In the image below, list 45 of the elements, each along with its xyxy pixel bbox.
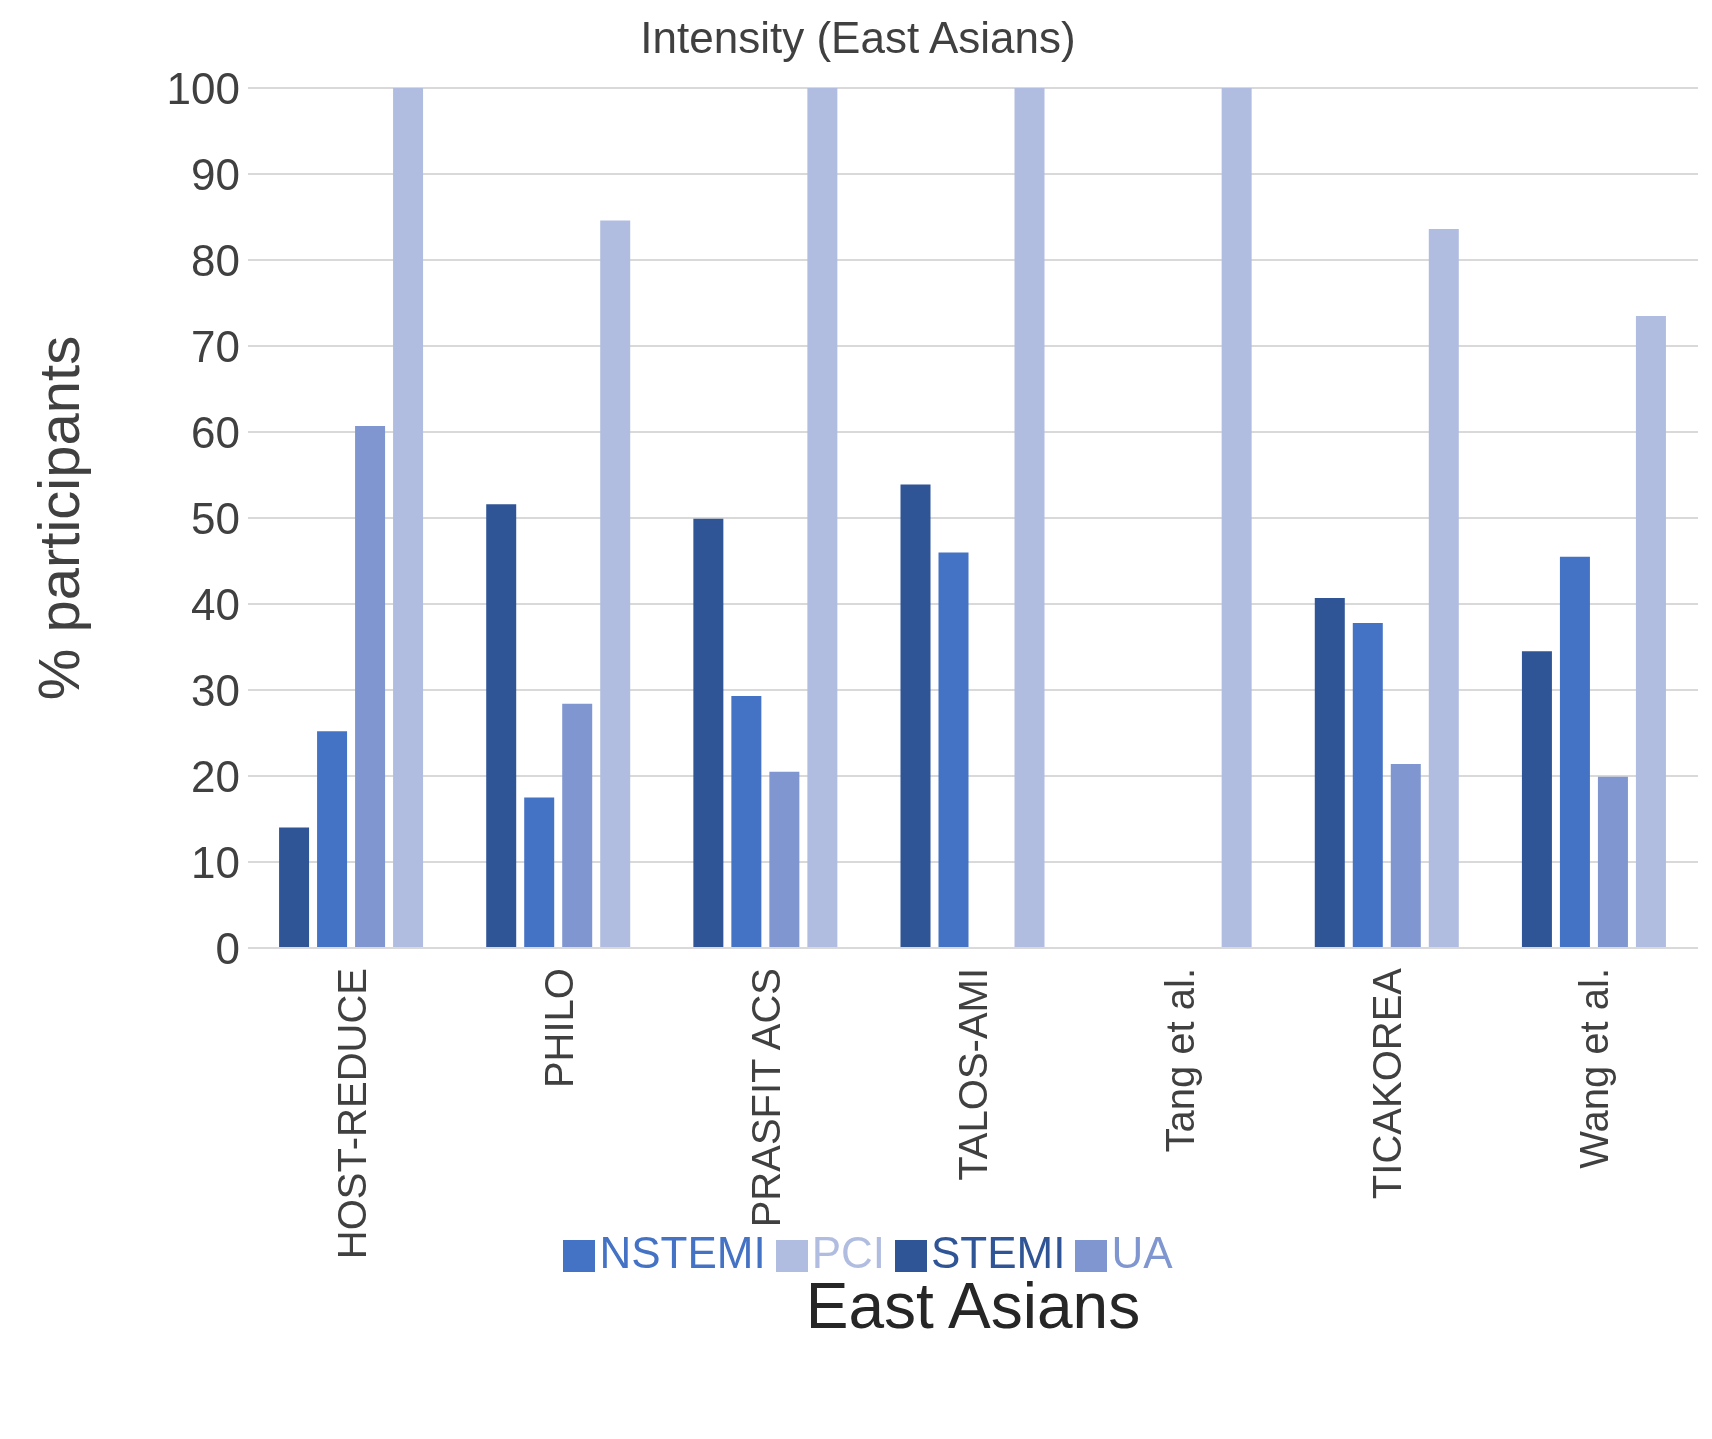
bar (1559, 556, 1590, 948)
x-tick-label: Wang et al. (1572, 968, 1617, 1169)
bar (1521, 651, 1552, 948)
y-tick-label: 90 (191, 149, 240, 199)
y-tick-label: 10 (191, 837, 240, 887)
bar (1014, 88, 1045, 948)
bar (807, 88, 838, 948)
y-tick-label: 100 (166, 63, 240, 113)
bar (1352, 622, 1383, 948)
y-axis-title: % participants (25, 335, 91, 701)
y-tick-label: 80 (191, 235, 240, 285)
y-tick-label: 20 (191, 751, 240, 801)
bar (1221, 88, 1252, 948)
y-tick-label: 70 (191, 321, 240, 371)
bar (1390, 763, 1421, 948)
x-tick-label: TALOS-AMI (951, 968, 995, 1181)
bar (1428, 229, 1459, 948)
bar (355, 425, 386, 948)
bar (317, 731, 348, 948)
x-tick-label: HOST-REDUCE (329, 968, 374, 1260)
chart-title: Intensity (East Asians) (640, 13, 1076, 62)
bar (393, 88, 424, 948)
legend-label: NSTEMI (599, 1228, 766, 1277)
bar (1635, 315, 1666, 948)
y-tick-label: 50 (191, 493, 240, 543)
y-tick-label: 60 (191, 407, 240, 457)
bar (1314, 597, 1345, 948)
y-tick-label: 30 (191, 665, 240, 715)
bar (900, 484, 931, 948)
y-tick-label: 40 (191, 579, 240, 629)
bar (600, 220, 631, 948)
bar (1597, 776, 1628, 948)
x-tick-label: PRASFIT ACS (743, 968, 788, 1228)
bar (769, 771, 800, 948)
bar (486, 504, 517, 948)
bar (731, 696, 762, 948)
bar (562, 703, 593, 948)
x-tick-label: PHILO (536, 968, 581, 1089)
y-tick-label: 0 (215, 923, 240, 973)
x-tick-label: TICAKOREA (1365, 967, 1410, 1200)
bar (279, 827, 310, 948)
bar (693, 518, 724, 948)
x-tick-label: Tang et al. (1158, 968, 1203, 1153)
bar (938, 552, 969, 948)
bar (524, 797, 555, 948)
